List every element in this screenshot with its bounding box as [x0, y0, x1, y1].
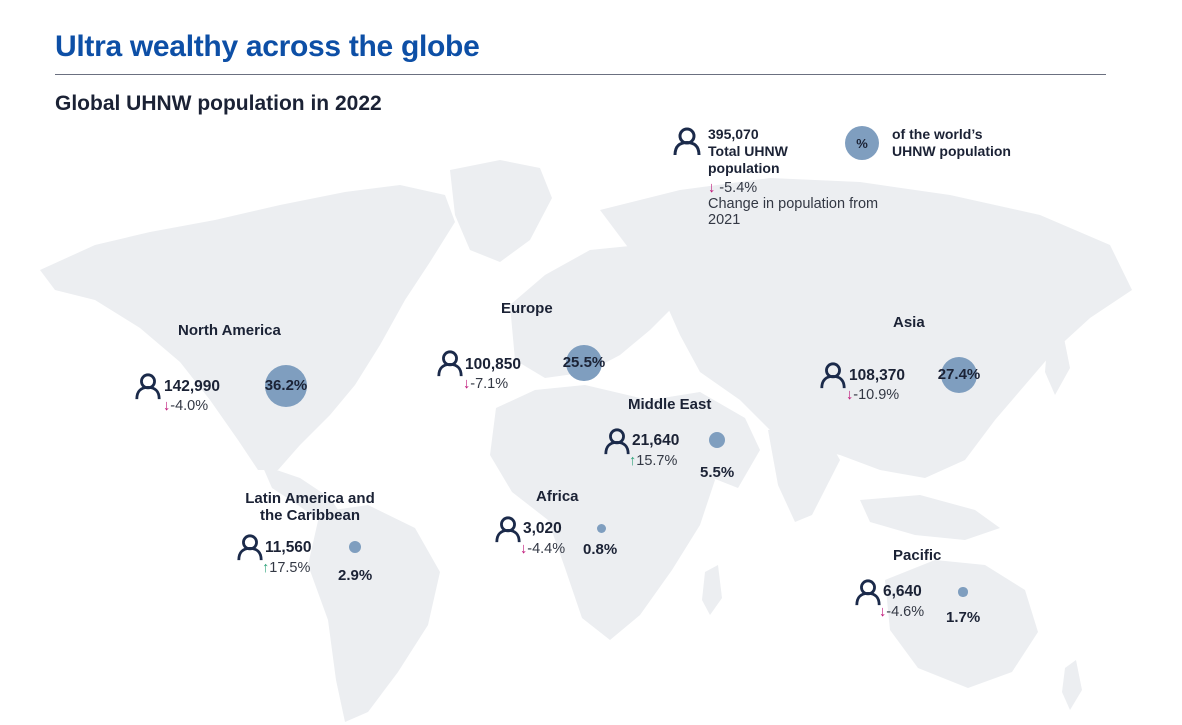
share-bubble-north-america: 36.2%: [264, 364, 308, 408]
region-name-latin-america-line1: Latin America and: [245, 490, 375, 507]
arrow-up-icon: ↑: [262, 560, 270, 576]
change-latin-america: ↑17.5%: [262, 560, 310, 576]
share-label-europe: 25.5%: [562, 354, 606, 372]
person-icon-middle-east: [604, 428, 630, 455]
region-name-asia: Asia: [893, 314, 925, 331]
legend-arrow-down-icon: ↓: [708, 180, 716, 196]
region-name-north-america: North America: [178, 322, 281, 339]
legend-total-value: 395,070: [708, 126, 759, 142]
arrow-down-icon: ↓: [520, 541, 528, 557]
region-name-latin-america-line2: the Caribbean: [259, 507, 361, 524]
legend-change: ↓ -5.4% Change in population from 2021: [708, 180, 883, 228]
region-name-middle-east: Middle East: [628, 396, 712, 413]
share-label-middle-east: 5.5%: [700, 464, 735, 481]
region-name-europe: Europe: [501, 300, 553, 317]
land-indonesia: [860, 495, 1000, 540]
population-africa: 3,020: [523, 520, 562, 537]
population-europe: 100,850: [465, 356, 522, 373]
change-europe: ↓-7.1%: [463, 376, 508, 392]
share-label-pacific: 1.7%: [946, 609, 981, 626]
land-japan: [1045, 328, 1070, 395]
arrow-down-icon: ↓: [846, 387, 854, 403]
land-india: [768, 425, 840, 522]
person-icon-europe: [437, 350, 463, 377]
region-name-africa: Africa: [536, 488, 579, 505]
land-madagascar: [702, 565, 722, 615]
share-label-asia: 27.4%: [937, 366, 981, 384]
legend-total: 395,070 Total UHNW population: [708, 126, 848, 177]
population-pacific: 6,640: [883, 583, 922, 600]
population-asia: 108,370: [849, 367, 906, 384]
share-bubble-europe: 25.5%: [563, 345, 605, 381]
person-icon-asia: [820, 362, 846, 389]
arrow-down-icon: ↓: [463, 376, 471, 392]
change-value: 15.7%: [636, 453, 678, 469]
change-asia: ↓-10.9%: [846, 387, 899, 403]
person-icon-pacific: [855, 579, 881, 606]
legend-total-label: Total UHNW population: [708, 143, 788, 176]
page-title: Ultra wealthy across the globe: [55, 30, 480, 63]
arrow-down-icon: ↓: [879, 604, 887, 620]
change-value: -4.6%: [886, 604, 925, 620]
change-africa: ↓-4.4%: [520, 541, 565, 557]
share-bubble-middle-east: [708, 431, 726, 449]
population-north-america: 142,990: [164, 378, 221, 395]
population-latin-america: 11,560: [265, 539, 312, 556]
land-north-america: [40, 185, 455, 470]
share-bubble-latin-america: [349, 541, 361, 553]
land-africa: [490, 385, 715, 640]
land-south-america: [308, 505, 440, 722]
title-divider: [55, 74, 1106, 75]
land-arabia: [650, 392, 760, 488]
arrow-down-icon: ↓: [163, 398, 171, 414]
land-central-america: [262, 465, 345, 525]
change-value: 17.5%: [269, 560, 311, 576]
arrow-up-icon: ↑: [629, 453, 637, 469]
legend-change-label: Change in population from 2021: [708, 196, 879, 228]
legend-person-icon: [673, 127, 701, 156]
share-label-africa: 0.8%: [583, 541, 618, 558]
legend-change-value: -5.4%: [719, 180, 758, 196]
share-bubble-pacific: [958, 587, 968, 597]
land-new-zealand: [1062, 660, 1082, 710]
share-label-north-america: 36.2%: [264, 377, 308, 395]
person-icon-latin-america: [237, 534, 263, 561]
population-middle-east: 21,640: [632, 432, 680, 449]
change-value: -4.4%: [527, 541, 566, 557]
change-pacific: ↓-4.6%: [879, 604, 924, 620]
land-asia: [600, 178, 1132, 478]
change-value: -10.9%: [853, 387, 900, 403]
legend-share-circle: %: [845, 126, 879, 160]
change-north-america: ↓-4.0%: [163, 398, 208, 414]
land-europe: [510, 245, 680, 378]
legend-share-label: of the world’s UHNW population: [892, 126, 1011, 159]
person-icon-africa: [495, 516, 521, 543]
region-name-latin-america: Latin America and the Caribbean: [240, 490, 380, 524]
share-label-latin-america: 2.9%: [338, 567, 373, 584]
land-australia: [885, 560, 1038, 688]
change-value: -4.0%: [170, 398, 209, 414]
region-name-pacific: Pacific: [893, 547, 942, 564]
land-greenland: [450, 160, 552, 262]
share-bubble-africa: [596, 523, 606, 533]
page-subtitle: Global UHNW population in 2022: [55, 92, 382, 115]
change-middle-east: ↑15.7%: [629, 453, 677, 469]
share-bubble-asia: 27.4%: [937, 356, 981, 394]
change-value: -7.1%: [470, 376, 509, 392]
land-uk: [526, 290, 552, 332]
person-icon-north-america: [135, 373, 161, 400]
